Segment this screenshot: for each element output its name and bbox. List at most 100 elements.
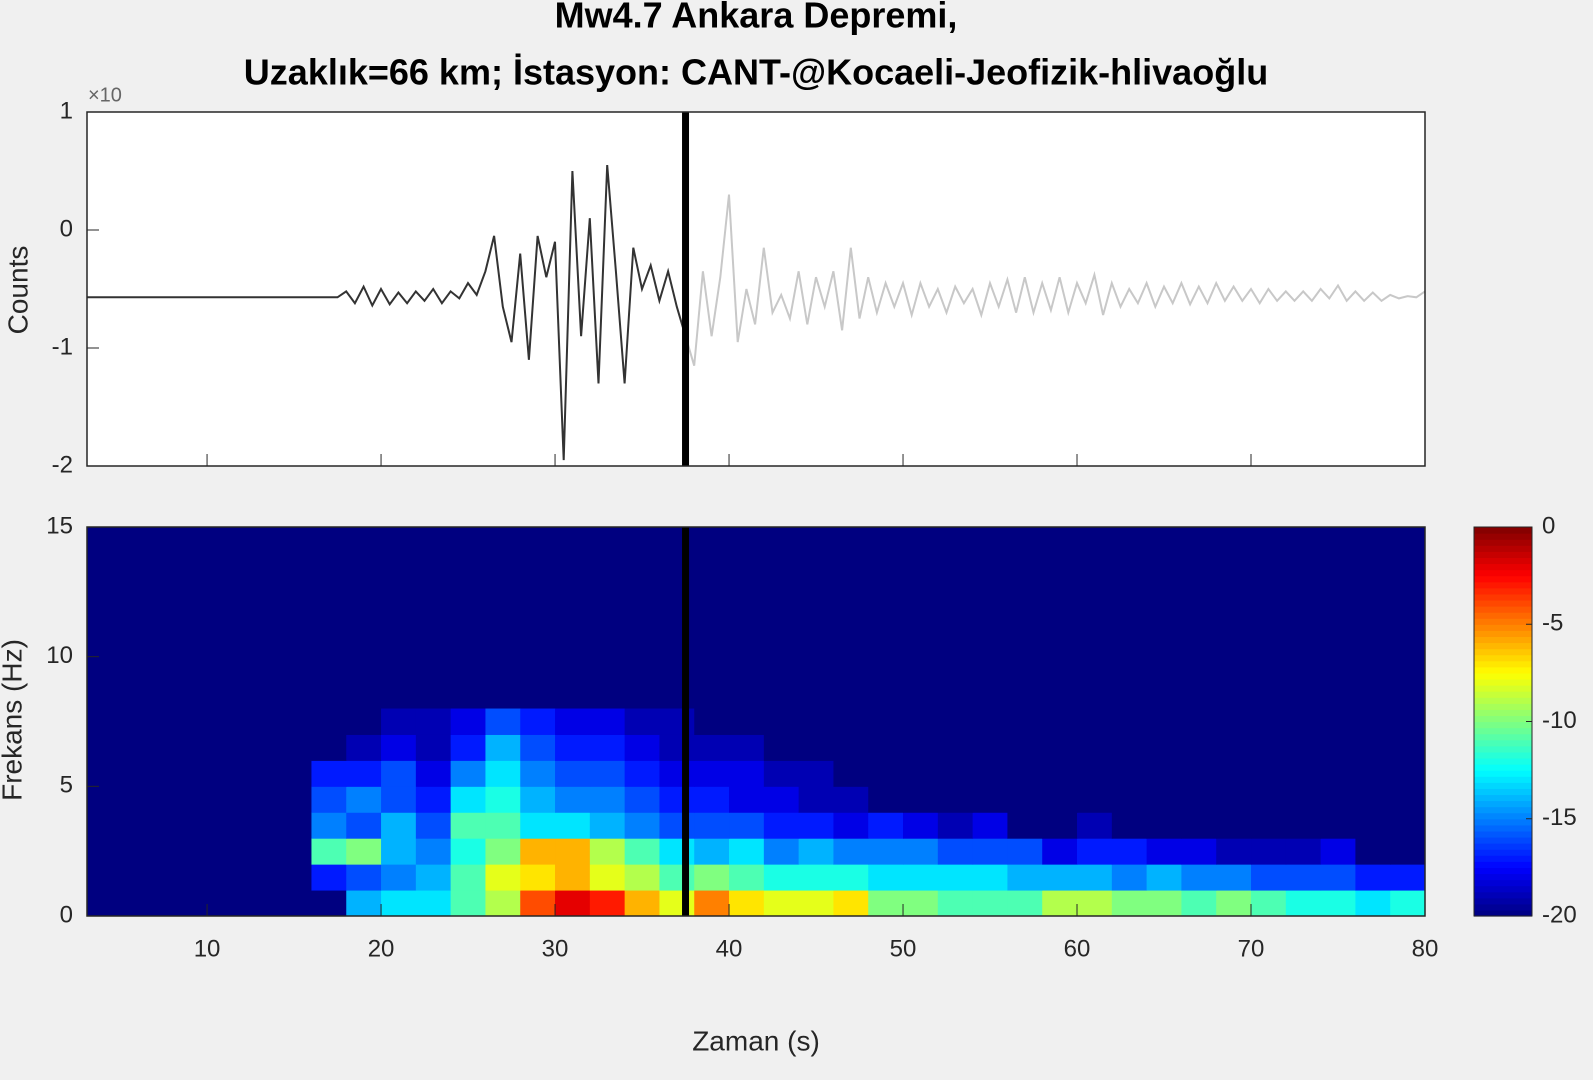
- heatmap-cell: [972, 864, 1008, 891]
- heatmap-cell: [1146, 812, 1182, 839]
- heatmap-cell: [381, 708, 417, 735]
- heatmap-cell: [937, 760, 974, 787]
- colorbar-segment: [1474, 660, 1532, 668]
- heatmap-cell: [833, 890, 869, 917]
- heatmap-cell: [381, 786, 417, 813]
- heatmap-cell: [1251, 786, 1287, 813]
- colorbar-segment: [1474, 642, 1532, 650]
- heatmap-cell: [381, 890, 417, 917]
- heatmap-cell: [589, 812, 626, 839]
- heatmap-cell: [1216, 812, 1252, 839]
- heatmap-cell: [1251, 864, 1287, 891]
- heatmap-cell: [798, 890, 834, 917]
- heatmap-cell: [868, 760, 904, 787]
- colorbar-segment: [1474, 843, 1532, 850]
- heatmap-cell: [1320, 864, 1356, 891]
- heatmap-cell: [659, 890, 695, 917]
- heatmap-cell: [833, 760, 869, 787]
- heatmap-cell: [311, 812, 347, 839]
- colorbar-segment: [1474, 812, 1532, 820]
- heatmap-cell: [1077, 864, 1113, 891]
- heatmap-cell: [1285, 864, 1322, 891]
- heatmap-cell: [868, 786, 904, 813]
- heatmap-cell: [1111, 864, 1148, 891]
- heatmap-cell: [798, 786, 834, 813]
- heatmap-cell: [450, 760, 486, 787]
- y-axis-label: Frekans (Hz): [0, 639, 27, 801]
- heatmap-cell: [589, 838, 626, 865]
- heatmap-cell: [1007, 864, 1043, 891]
- heatmap-cell: [381, 838, 417, 865]
- heatmap-cell: [694, 734, 730, 761]
- heatmap-cell: [555, 838, 591, 865]
- heatmap-cell: [868, 812, 904, 839]
- heatmap-cell: [1216, 734, 1252, 761]
- heatmap-cell: [555, 864, 591, 891]
- heatmap-cell: [1111, 734, 1148, 761]
- heatmap-cell: [694, 786, 730, 813]
- chart-title: Uzaklık=66 km; İstasyon: CANT-@Kocaeli-J…: [244, 52, 1268, 93]
- heatmap-cell: [520, 864, 556, 891]
- heatmap-cell: [798, 864, 834, 891]
- heatmap-cell: [1390, 760, 1426, 787]
- colorbar-segment: [1474, 757, 1532, 765]
- colorbar-segment: [1474, 855, 1532, 862]
- heatmap-cell: [868, 838, 904, 865]
- heatmap-cell: [1251, 734, 1287, 761]
- heatmap-cell: [868, 864, 904, 891]
- heatmap-cell: [798, 838, 834, 865]
- heatmap-cell: [1007, 838, 1043, 865]
- heatmap-cell: [1077, 734, 1113, 761]
- heatmap-cell: [833, 812, 869, 839]
- heatmap-cell: [415, 708, 452, 735]
- heatmap-cell: [1216, 838, 1252, 865]
- heatmap-cell: [1355, 864, 1391, 891]
- heatmap-cell: [798, 812, 834, 839]
- chart-title: Mw4.7 Ankara Depremi,: [555, 0, 958, 36]
- heatmap-cell: [1390, 838, 1426, 865]
- heatmap-cell: [589, 708, 626, 735]
- heatmap-cell: [659, 786, 695, 813]
- heatmap-cell: [1320, 786, 1356, 813]
- heatmap-cell: [450, 890, 486, 917]
- heatmap-cell: [972, 786, 1008, 813]
- heatmap-cell: [868, 708, 904, 735]
- heatmap-cell: [798, 734, 834, 761]
- heatmap-cell: [381, 812, 417, 839]
- heatmap-cell: [1320, 708, 1356, 735]
- heatmap-cell: [624, 890, 660, 917]
- y-tick-label: 15: [46, 512, 73, 539]
- heatmap-cell: [485, 708, 521, 735]
- heatmap-cell: [1181, 786, 1217, 813]
- axes-frame: [86, 111, 1426, 467]
- heatmap-cell: [311, 760, 347, 787]
- colorbar-segment: [1474, 581, 1532, 589]
- colorbar-segment: [1474, 545, 1532, 552]
- axes-frame: [86, 526, 1426, 917]
- heatmap-cell: [1146, 760, 1182, 787]
- colorbar-segment: [1474, 678, 1532, 686]
- heatmap-cell: [589, 786, 626, 813]
- heatmap-cell: [485, 864, 521, 891]
- heatmap-cell: [1111, 708, 1148, 735]
- colorbar-segment: [1474, 685, 1532, 692]
- heatmap-cell: [1111, 760, 1148, 787]
- colorbar-segment: [1474, 824, 1532, 832]
- heatmap-cell: [520, 812, 556, 839]
- heatmap-cell: [1007, 708, 1043, 735]
- heatmap-cell: [346, 786, 382, 813]
- heatmap-cell: [798, 708, 834, 735]
- colorbar-segment: [1474, 830, 1532, 838]
- heatmap-cell: [555, 890, 591, 917]
- heatmap-cell: [589, 864, 626, 891]
- heatmap-cell: [311, 864, 347, 891]
- colorbar-segment: [1474, 575, 1532, 583]
- heatmap-cell: [624, 760, 660, 787]
- heatmap-cell: [1320, 760, 1356, 787]
- heatmap-cell: [763, 838, 800, 865]
- y-tick-label: 5: [60, 772, 73, 799]
- heatmap-cell: [450, 864, 486, 891]
- waveform: [684, 194, 1426, 366]
- heatmap-cell: [450, 734, 486, 761]
- heatmap-cell: [1146, 786, 1182, 813]
